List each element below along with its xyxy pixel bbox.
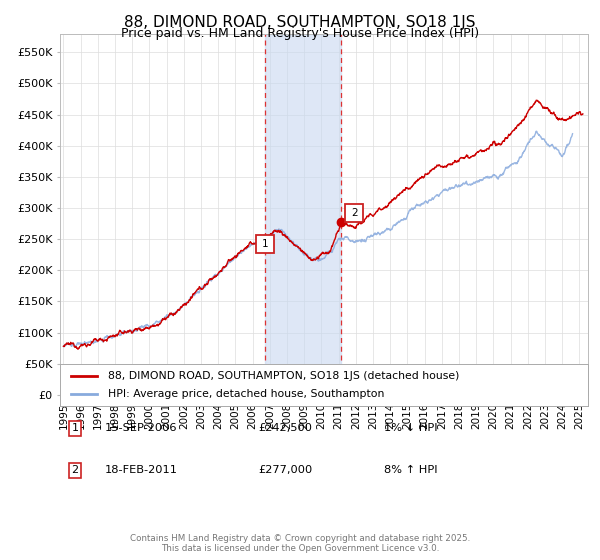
Text: 1% ↓ HPI: 1% ↓ HPI: [384, 423, 437, 433]
Text: £277,000: £277,000: [258, 465, 312, 475]
Text: HPI: Average price, detached house, Southampton: HPI: Average price, detached house, Sout…: [107, 389, 384, 399]
Text: £242,500: £242,500: [258, 423, 312, 433]
Text: Price paid vs. HM Land Registry's House Price Index (HPI): Price paid vs. HM Land Registry's House …: [121, 27, 479, 40]
Text: 88, DIMOND ROAD, SOUTHAMPTON, SO18 1JS: 88, DIMOND ROAD, SOUTHAMPTON, SO18 1JS: [124, 15, 476, 30]
Text: 88, DIMOND ROAD, SOUTHAMPTON, SO18 1JS (detached house): 88, DIMOND ROAD, SOUTHAMPTON, SO18 1JS (…: [107, 371, 459, 381]
Text: 1: 1: [262, 239, 268, 249]
Text: 1: 1: [71, 423, 79, 433]
Text: 15-SEP-2006: 15-SEP-2006: [105, 423, 178, 433]
Text: 2: 2: [351, 208, 358, 218]
Bar: [265, 34, 341, 395]
Text: 2: 2: [71, 465, 79, 475]
Text: Contains HM Land Registry data © Crown copyright and database right 2025.
This d: Contains HM Land Registry data © Crown c…: [130, 534, 470, 553]
Text: 8% ↑ HPI: 8% ↑ HPI: [384, 465, 437, 475]
Text: 18-FEB-2011: 18-FEB-2011: [105, 465, 178, 475]
